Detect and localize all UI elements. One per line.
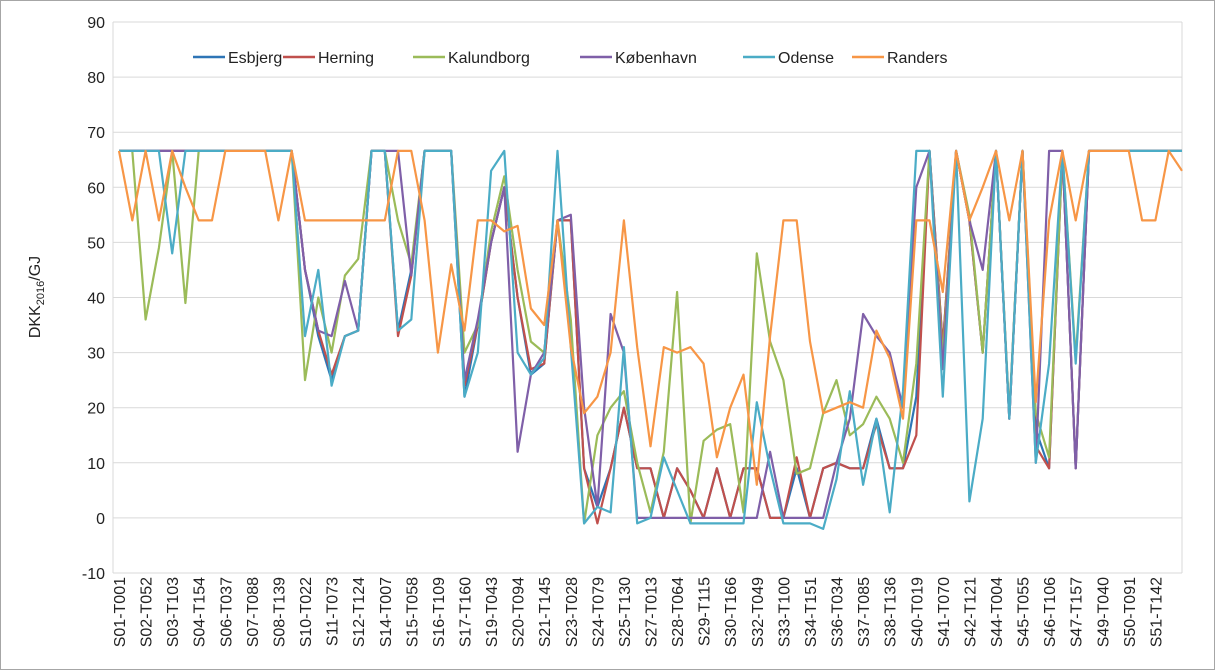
x-tick-label: S21-T145	[537, 577, 554, 647]
x-tick-label: S08-T139	[271, 577, 288, 647]
x-tick-label: S19-T043	[484, 577, 501, 647]
x-tick-label: S34-T151	[803, 577, 820, 647]
legend-label: Randers	[887, 50, 947, 67]
x-tick-label: S01-T001	[112, 577, 129, 647]
y-tick-label: 70	[87, 125, 105, 142]
x-tick-label: S30-T166	[723, 577, 740, 647]
x-tick-label: S46-T106	[1042, 577, 1059, 647]
x-tick-label: S15-T058	[404, 577, 421, 647]
legend-label: Esbjerg	[228, 50, 282, 67]
x-tick-label: S49-T040	[1095, 577, 1112, 647]
x-tick-label: S20-T094	[511, 577, 528, 647]
series-line	[117, 149, 1183, 486]
x-tick-label: S36-T034	[830, 577, 847, 647]
x-tick-label: S41-T070	[936, 577, 953, 647]
x-tick-label: S06-T037	[218, 577, 235, 647]
x-tick-label: S11-T073	[325, 577, 342, 646]
y-label-sub: 2016	[35, 281, 47, 305]
legend-label: Kalundborg	[448, 50, 530, 67]
x-tick-label: S25-T130	[617, 577, 634, 647]
x-tick-label: S47-T157	[1069, 577, 1086, 647]
x-tick-label: S42-T121	[962, 577, 979, 647]
y-tick-label: 20	[87, 401, 105, 418]
x-tick-label: S33-T100	[776, 577, 793, 647]
y-label-main: DKK	[27, 305, 44, 338]
x-tick-label: S37-T085	[856, 577, 873, 647]
y-tick-label: -10	[82, 566, 105, 583]
x-tick-label: S03-T103	[165, 577, 182, 647]
x-tick-label: S16-T109	[431, 577, 448, 647]
x-tick-label: S07-T088	[245, 577, 262, 647]
x-tick-label: S04-T154	[192, 577, 209, 647]
x-tick-label: S40-T019	[909, 577, 926, 647]
x-tick-label: S02-T052	[139, 577, 156, 647]
x-tick-label: S28-T064	[670, 577, 687, 647]
x-tick-label: S50-T091	[1122, 577, 1139, 647]
y-tick-label: 10	[87, 456, 105, 473]
x-tick-label: S23-T028	[564, 577, 581, 647]
y-tick-label: 40	[87, 291, 105, 308]
x-tick-label: S38-T136	[883, 577, 900, 647]
x-tick-label: S10-T022	[298, 577, 315, 647]
x-tick-label: S14-T007	[378, 577, 395, 647]
legend-label: Odense	[778, 50, 834, 67]
x-tick-label: S29-T115	[697, 577, 714, 646]
y-tick-label: 50	[87, 235, 105, 252]
y-tick-label: 90	[87, 15, 105, 32]
x-tick-label: S45-T055	[1016, 577, 1033, 647]
x-tick-label: S32-T049	[750, 577, 767, 647]
y-label-suffix: /GJ	[27, 256, 44, 281]
series-line	[119, 149, 1182, 530]
x-tick-label: S12-T124	[351, 577, 368, 647]
y-tick-label: 0	[96, 511, 105, 528]
y-tick-label: 60	[87, 180, 105, 197]
y-tick-label: 30	[87, 346, 105, 363]
x-tick-label: S17-T160	[457, 577, 474, 647]
x-tick-label: S44-T004	[989, 577, 1006, 647]
x-tick-label: S51-T142	[1148, 577, 1165, 647]
legend-label: København	[615, 50, 697, 67]
legend-label: Herning	[318, 50, 374, 67]
x-tick-label: S24-T079	[590, 577, 607, 647]
y-axis-label: DKK2016/GJ	[27, 256, 47, 338]
x-tick-label: S27-T013	[644, 577, 661, 647]
y-tick-label: 80	[87, 70, 105, 87]
